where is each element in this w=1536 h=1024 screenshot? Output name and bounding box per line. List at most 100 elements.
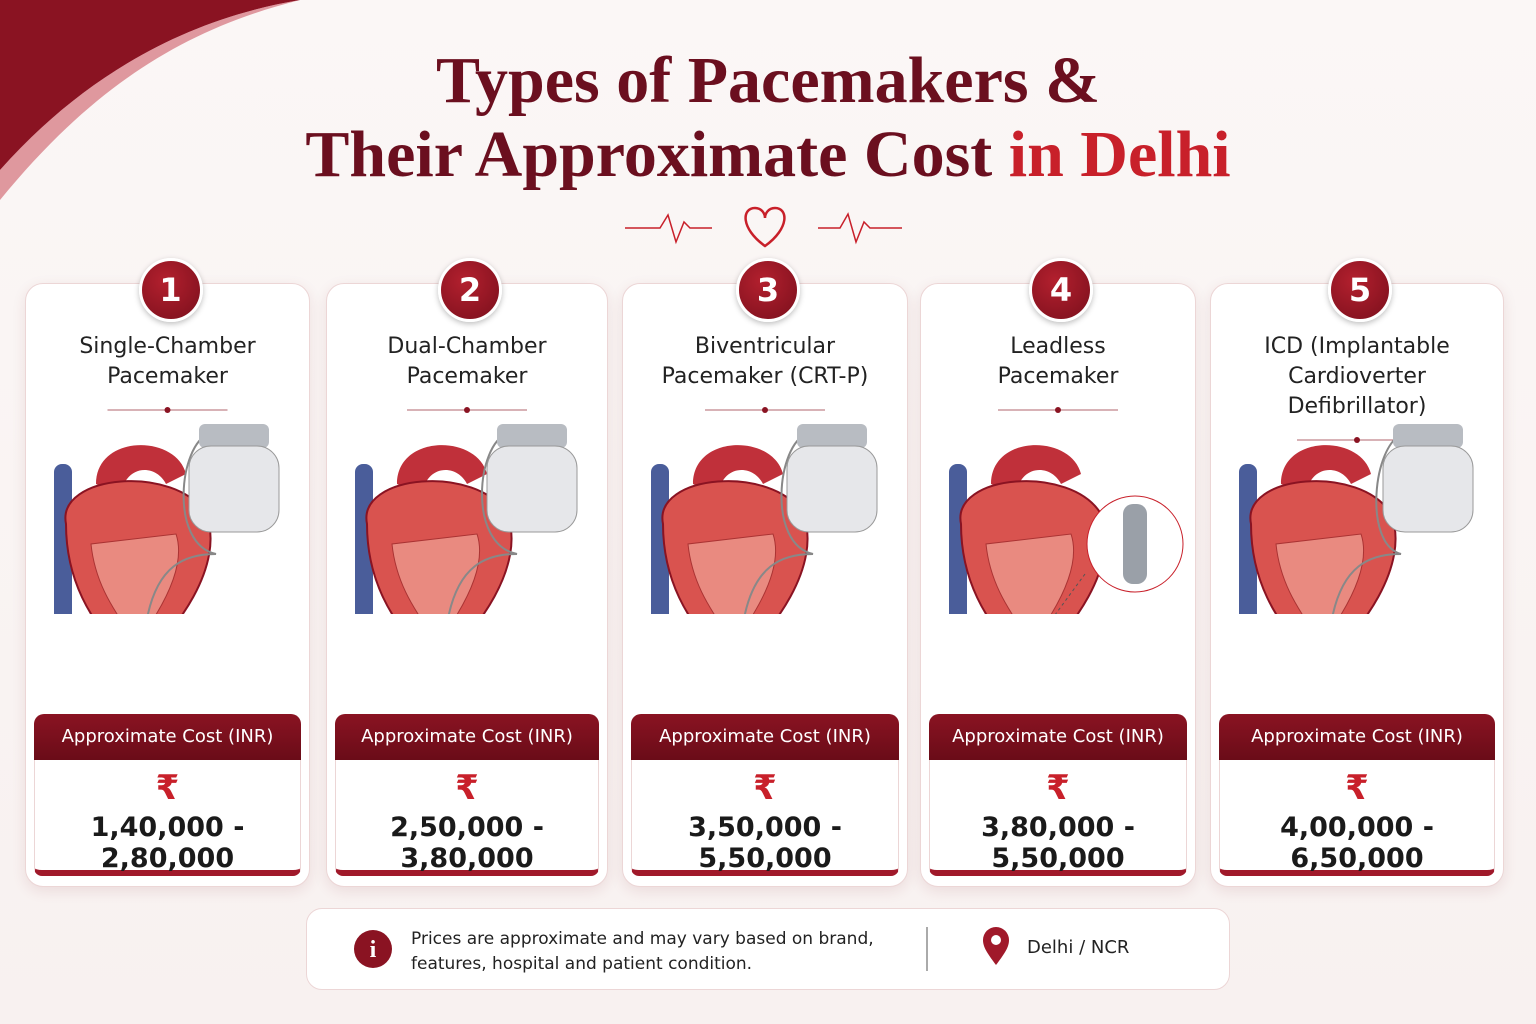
corner-swoosh [0, 0, 300, 170]
name-line: Cardioverter [1288, 364, 1426, 389]
device-header [797, 424, 867, 448]
vein [651, 464, 669, 614]
cost-body: ₹2,50,000 - 3,80,000 [335, 760, 599, 876]
illustration [1239, 424, 1474, 614]
vein [54, 464, 72, 614]
illustration [355, 407, 578, 614]
cost-body: ₹1,40,000 - 2,80,000 [34, 760, 301, 876]
pulse-line [625, 213, 712, 245]
divider-dot [464, 407, 470, 413]
title-highlight: in Delhi [1008, 118, 1231, 191]
currency-symbol: ₹ [1345, 768, 1369, 808]
title-text: Their Approximate Cost [305, 118, 993, 191]
cost-header: Approximate Cost (INR) [631, 714, 899, 760]
footer-note: i Prices are approximate and may vary ba… [306, 908, 1230, 990]
device-header [199, 424, 269, 448]
pacemaker-device [1382, 445, 1474, 533]
divider-dot [1354, 437, 1360, 443]
cost-range: 1,40,000 - 2,80,000 [90, 812, 245, 874]
name-line: Biventricular [694, 334, 836, 359]
footer-icons: i [354, 927, 1009, 971]
currency-symbol: ₹ [155, 768, 180, 808]
info-icon [354, 930, 392, 968]
cost-body: ₹4,00,000 - 6,50,000 [1219, 760, 1495, 876]
cost-body: ₹3,80,000 - 5,50,000 [929, 760, 1187, 876]
lead-wire [744, 433, 814, 614]
name-line: ICD (Implantable [1264, 334, 1450, 359]
card-name: Leadless Pacemaker [921, 332, 1195, 392]
name-line: Pacemaker (CRT-P) [661, 364, 869, 389]
vein [355, 464, 373, 614]
note-line: Prices are approximate and may vary base… [411, 929, 874, 949]
heart-chamber [985, 533, 1075, 614]
name-line: Dual-Chamber [387, 334, 547, 359]
lead-wire [448, 433, 518, 614]
heart-chamber [1275, 533, 1365, 614]
name-line: Defibrillator) [1287, 394, 1427, 419]
vein [949, 464, 967, 614]
illustration [949, 407, 1184, 614]
cost-header: Approximate Cost (INR) [34, 714, 301, 760]
card-name: Single-Chamber Pacemaker [26, 332, 309, 392]
name-line: Pacemaker [997, 364, 1119, 389]
pacemaker-device [486, 445, 578, 533]
title-line: Their Approximate Cost in Delhi [0, 122, 1536, 188]
heart-chamber [90, 533, 180, 614]
card: 1 Single-Chamber Pacemaker Approximate Cost… [25, 258, 310, 887]
note-line: features, hospital and patient condition… [411, 954, 753, 974]
cost-header: Approximate Cost (INR) [929, 714, 1187, 760]
cost-header: Approximate Cost (INR) [335, 714, 599, 760]
name-line: Pacemaker [406, 364, 528, 389]
info-glyph: i [370, 937, 377, 963]
device-header [1393, 424, 1463, 448]
card: 5 ICD (Implantable Cardioverter Defibrillat… [1210, 258, 1504, 887]
card: 2 Dual-Chamber Pacemaker Approximate Cost (… [326, 258, 608, 887]
location: Delhi / NCR [1027, 937, 1130, 958]
card-number: 1 [138, 258, 203, 322]
card-name: Dual-Chamber Pacemaker [327, 332, 607, 392]
card: 4 Leadless Pacemaker Approximate Cost (INR)… [920, 258, 1196, 887]
vein [1239, 464, 1257, 614]
card-number: 2 [438, 258, 502, 322]
card-number: 4 [1029, 258, 1093, 322]
name-line: Single-Chamber [79, 334, 256, 359]
divider-dot [164, 407, 171, 413]
pulse-line [818, 212, 902, 245]
divider-dot [1055, 407, 1061, 413]
card-name: ICD (Implantable Cardioverter Defibrillato… [1211, 332, 1503, 422]
zoom-line [1055, 573, 1086, 614]
heart-chamber [391, 533, 481, 614]
cost-range: 3,50,000 - 5,50,000 [688, 812, 842, 874]
location-pin [983, 927, 1009, 965]
lead-wire [147, 433, 217, 614]
card: 3 Biventricular Pacemaker (CRT-P) Approxima… [622, 258, 908, 887]
illustration [54, 407, 280, 614]
currency-symbol: ₹ [753, 768, 777, 808]
leadless-device [1123, 504, 1147, 584]
cost-range: 2,50,000 - 3,80,000 [390, 812, 544, 874]
pacemaker-device [786, 445, 878, 533]
location-pin-hole [991, 935, 1001, 945]
device-header [497, 424, 567, 448]
currency-symbol: ₹ [455, 768, 479, 808]
card-name: Biventricular Pacemaker (CRT-P) [623, 332, 907, 392]
cost-body: ₹3,50,000 - 5,50,000 [631, 760, 899, 876]
heart-icon [744, 206, 786, 248]
card-number: 5 [1328, 258, 1392, 322]
divider-dot [762, 407, 768, 413]
name-line: Leadless [1010, 334, 1106, 359]
title-line: Types of Pacemakers & [435, 44, 1101, 117]
lead-wire [1332, 433, 1404, 614]
note: Prices are approximate and may vary base… [411, 927, 874, 977]
cost-range: 3,80,000 - 5,50,000 [981, 812, 1135, 874]
name-line: Pacemaker [107, 364, 228, 389]
illustration [651, 407, 878, 614]
currency-symbol: ₹ [1046, 768, 1070, 808]
heart-chamber [687, 533, 777, 614]
cost-range: 4,00,000 - 6,50,000 [1280, 812, 1434, 874]
cost-header: Approximate Cost (INR) [1219, 714, 1495, 760]
card-number: 3 [736, 258, 800, 322]
pacemaker-device [188, 445, 280, 533]
